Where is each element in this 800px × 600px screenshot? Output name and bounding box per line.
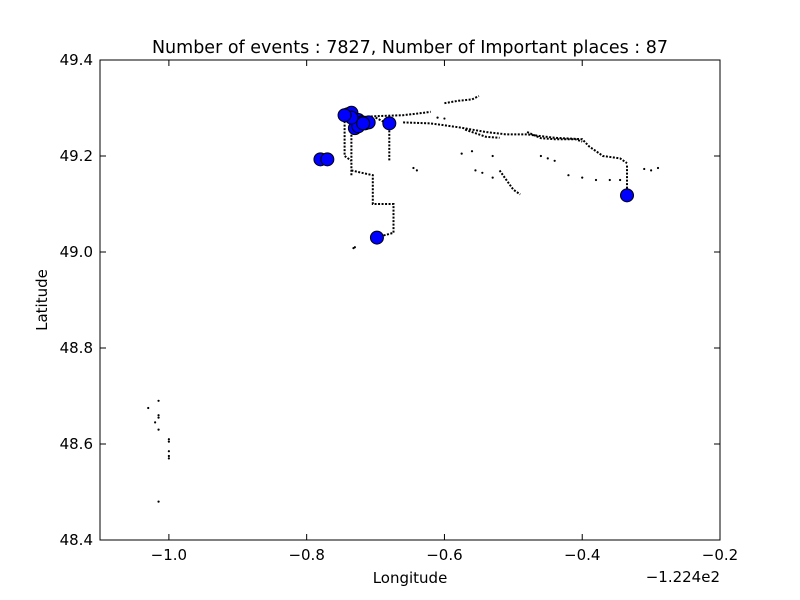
event-point (470, 150, 474, 153)
event-track (444, 95, 480, 105)
x-axis-label: Longitude (373, 569, 448, 587)
y-tick-label: 48.6 (60, 435, 93, 453)
event-point (147, 406, 150, 410)
y-tick-label: 48.4 (60, 531, 93, 549)
chart-title: Number of events : 7827, Number of Impor… (152, 38, 668, 58)
event-point (157, 428, 160, 431)
event-track (350, 110, 431, 176)
event-point (157, 500, 160, 503)
event-point (157, 399, 160, 402)
event-track (403, 121, 628, 165)
important-place-marker (356, 116, 371, 131)
important-place-marker (320, 152, 335, 167)
event-point (581, 176, 584, 179)
event-point (443, 117, 446, 120)
event-point (491, 176, 494, 179)
event-point (656, 166, 660, 170)
event-point (553, 159, 556, 162)
x-tick-label: −0.2 (702, 546, 738, 564)
event-point (167, 454, 170, 458)
x-axis-ticks: −1.0 −0.8 −0.6 −0.4 −0.2 (151, 60, 738, 564)
x-tick-label: −0.4 (564, 546, 600, 564)
x-axis-offset-text: −1.224e2 (646, 568, 720, 586)
event-point (167, 450, 170, 453)
important-place-marker (382, 116, 397, 131)
event-track (526, 131, 583, 143)
event-point (643, 167, 646, 171)
x-tick-label: −0.8 (288, 546, 324, 564)
event-point (474, 169, 477, 172)
event-point (567, 174, 570, 177)
event-point (157, 416, 160, 419)
event-point (352, 247, 355, 250)
event-point (594, 178, 598, 182)
event-point (546, 157, 549, 160)
event-point (491, 154, 494, 158)
event-point (650, 169, 653, 172)
event-point (167, 457, 170, 460)
important-place-marker (337, 108, 352, 123)
event-point (415, 169, 418, 172)
x-tick-label: −1.0 (151, 546, 187, 564)
plot-area (99, 59, 721, 541)
event-point (154, 421, 157, 424)
y-tick-label: 49.0 (60, 243, 93, 261)
event-point (619, 178, 622, 182)
event-point (460, 152, 463, 155)
y-axis-ticks: 48.4 48.6 48.8 49.0 49.2 49.4 (60, 51, 720, 549)
important-places (313, 105, 634, 245)
y-tick-label: 49.4 (60, 51, 93, 69)
y-tick-label: 48.8 (60, 339, 93, 357)
x-tick-label: −0.6 (426, 546, 462, 564)
axes-frame (99, 59, 721, 541)
event-point (167, 438, 170, 441)
event-point (412, 166, 415, 170)
important-place-marker (369, 230, 384, 245)
event-point (539, 154, 542, 158)
event-track (343, 117, 352, 162)
event-point (157, 414, 160, 417)
event-points (147, 116, 660, 503)
event-track (351, 169, 395, 239)
event-point (608, 178, 611, 182)
y-axis-label: Latitude (33, 269, 51, 331)
event-track (464, 128, 500, 139)
important-place-marker (620, 188, 634, 203)
event-point (167, 440, 170, 443)
event-track (498, 169, 521, 196)
event-track (375, 116, 391, 161)
event-point (436, 116, 439, 119)
event-point (481, 171, 484, 174)
y-tick-label: 49.2 (60, 147, 93, 165)
